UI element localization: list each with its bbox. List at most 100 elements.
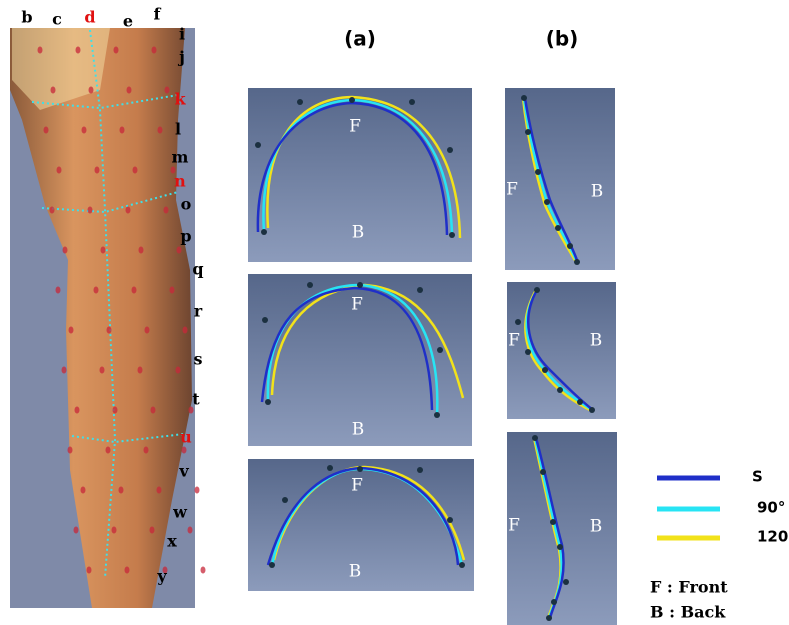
marker-dot (357, 466, 363, 472)
leg-label: d (84, 8, 95, 27)
skin-marker (57, 167, 62, 174)
marker-dot (540, 469, 546, 475)
skin-marker (133, 167, 138, 174)
skin-marker (177, 247, 182, 254)
skin-marker (182, 447, 187, 454)
marker-dot (557, 544, 563, 550)
marker-dot (434, 412, 440, 418)
marker-dot (282, 497, 288, 503)
skin-marker (101, 247, 106, 254)
leg-label: v (178, 462, 189, 481)
curve-panel: FB (507, 432, 617, 625)
marker-dot (532, 435, 538, 441)
skin-marker (89, 87, 94, 94)
legend-label: S (752, 468, 763, 486)
skin-marker (74, 527, 79, 534)
marker-dot (417, 467, 423, 473)
front-label: F (508, 331, 520, 351)
skin-marker (201, 567, 206, 574)
skin-marker (145, 327, 150, 334)
skin-marker (127, 87, 132, 94)
back-label: B (590, 517, 603, 537)
marker-dot (589, 407, 595, 413)
marker-dot (521, 95, 527, 101)
skin-marker (165, 87, 170, 94)
marker-dot (535, 169, 541, 175)
marker-dot (567, 243, 573, 249)
skin-marker (125, 567, 130, 574)
marker-dot (551, 599, 557, 605)
leg-label: w (172, 503, 188, 522)
leg-label: c (52, 10, 62, 29)
curve-panel: FB (248, 459, 474, 591)
marker-dot (262, 317, 268, 323)
marker-dot (297, 99, 303, 105)
leg-label: k (174, 90, 186, 109)
marker-dot (409, 99, 415, 105)
marker-dot (459, 562, 465, 568)
marker-dot (357, 282, 363, 288)
leg-label: r (194, 302, 203, 321)
legend-label: 90° (757, 499, 785, 517)
skin-marker (113, 407, 118, 414)
skin-marker (139, 247, 144, 254)
marker-dot (349, 97, 355, 103)
legend-label: 120° (757, 528, 789, 546)
leg-label: e (123, 12, 133, 31)
panel-background (505, 88, 615, 270)
leg-label: m (172, 148, 189, 167)
marker-dot (265, 399, 271, 405)
skin-marker (63, 247, 68, 254)
skin-marker (44, 127, 49, 134)
skin-marker (94, 287, 99, 294)
skin-marker (76, 47, 81, 54)
front-label: F (349, 117, 361, 137)
skin-marker (82, 127, 87, 134)
skin-marker (176, 367, 181, 374)
skin-marker (106, 447, 111, 454)
leg-label: l (175, 120, 181, 139)
front-label: F (351, 476, 363, 496)
skin-marker (68, 447, 73, 454)
skin-marker (81, 487, 86, 494)
skin-marker (62, 367, 67, 374)
leg-label: x (167, 532, 177, 551)
skin-marker (87, 567, 92, 574)
marker-dot (534, 287, 540, 293)
panel-background (507, 282, 616, 419)
skin-marker (157, 487, 162, 494)
skin-marker (38, 47, 43, 54)
back-label: B (590, 331, 603, 351)
skin-marker (144, 447, 149, 454)
key-back: B : Back (650, 603, 726, 622)
skin-marker (69, 327, 74, 334)
skin-marker (88, 207, 93, 214)
skin-marker (75, 407, 80, 414)
curve-panel: FB (248, 274, 472, 446)
back-label: B (591, 182, 604, 202)
marker-dot (577, 399, 583, 405)
front-label: F (508, 516, 520, 536)
skin-marker (151, 407, 156, 414)
skin-marker (114, 47, 119, 54)
marker-dot (525, 129, 531, 135)
marker-dot (542, 367, 548, 373)
skin-marker (158, 127, 163, 134)
leg-label: y (156, 567, 167, 586)
skin-marker (95, 167, 100, 174)
marker-dot (546, 615, 552, 621)
skin-marker (195, 487, 200, 494)
marker-dot (574, 259, 580, 265)
leg-label: o (181, 195, 192, 214)
marker-dot (307, 282, 313, 288)
figure: bcdefijklmnopqrstuvwxy (a) (b) FBFBFBFBF… (0, 0, 789, 625)
leg-label: b (21, 8, 32, 27)
skin-marker (51, 87, 56, 94)
skin-marker (56, 287, 61, 294)
front-label: F (351, 295, 363, 315)
marker-dot (447, 517, 453, 523)
skin-marker (120, 127, 125, 134)
leg-label: t (192, 390, 200, 409)
